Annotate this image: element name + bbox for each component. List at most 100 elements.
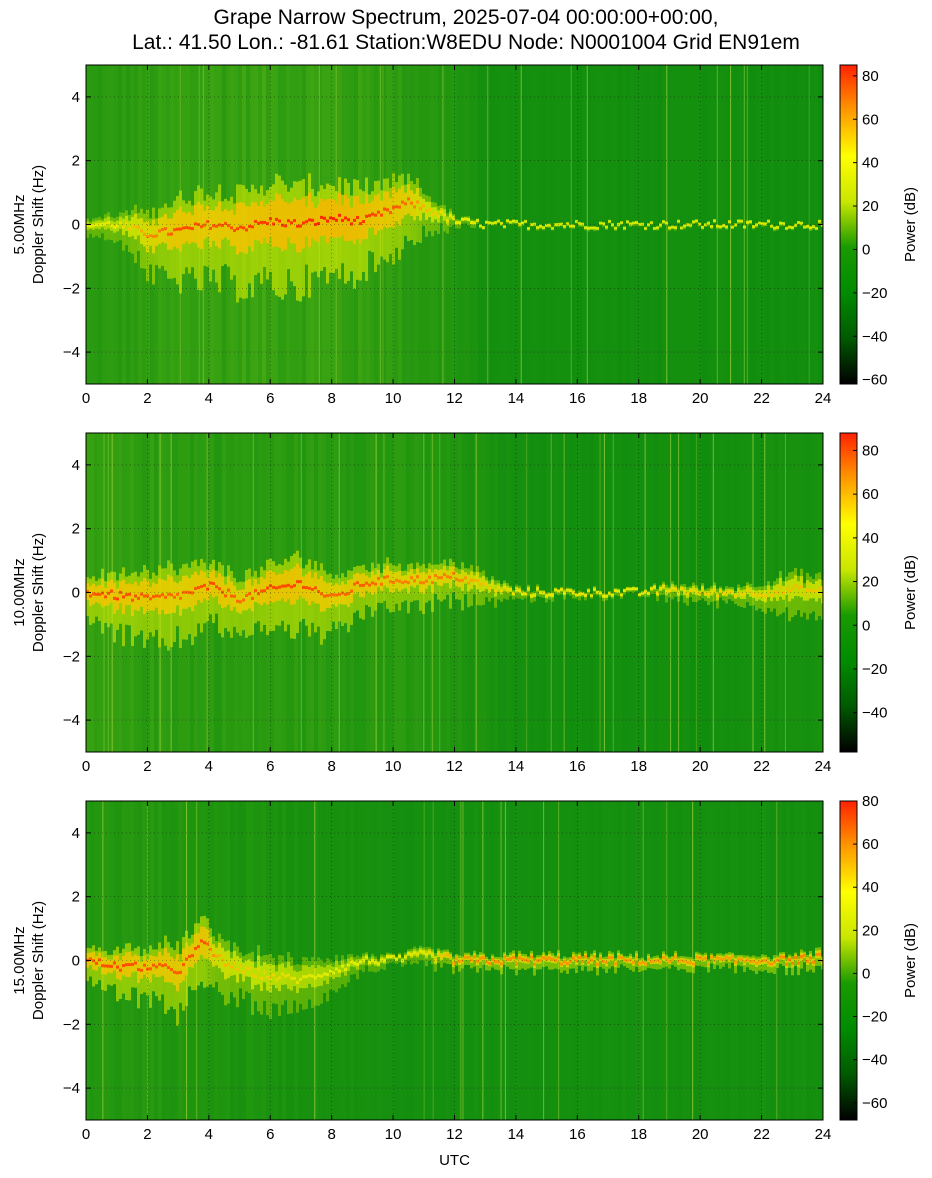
spectral-column xyxy=(734,433,738,752)
doppler-core xyxy=(230,594,233,598)
doppler-core xyxy=(602,594,605,598)
doppler-core xyxy=(758,960,761,964)
doppler-core xyxy=(518,589,521,593)
doppler-core xyxy=(545,957,548,961)
doppler-core xyxy=(683,959,686,963)
spectral-column xyxy=(406,801,410,1120)
doppler-core xyxy=(356,215,359,219)
doppler-core xyxy=(272,973,275,977)
x-tick-label: 0 xyxy=(82,758,90,775)
doppler-core xyxy=(209,947,212,951)
doppler-core xyxy=(473,221,476,225)
doppler-core xyxy=(686,592,689,596)
spectral-column xyxy=(694,65,698,384)
spectral-column xyxy=(694,801,698,1120)
doppler-core xyxy=(605,594,608,598)
interference-streak xyxy=(423,801,425,1120)
doppler-core xyxy=(167,966,170,970)
doppler-core xyxy=(320,974,323,978)
spectral-column xyxy=(466,433,470,752)
doppler-core xyxy=(704,956,707,960)
doppler-core xyxy=(278,585,281,589)
interference-streak xyxy=(475,433,477,752)
doppler-spread xyxy=(317,957,320,1006)
doppler-core xyxy=(476,579,479,583)
doppler-core xyxy=(134,961,137,965)
interference-streak xyxy=(603,433,605,752)
spectral-column xyxy=(494,65,498,384)
doppler-core xyxy=(704,223,707,227)
doppler-core xyxy=(611,223,614,227)
doppler-core xyxy=(278,219,281,223)
doppler-core xyxy=(749,220,752,224)
doppler-core xyxy=(578,592,581,596)
spectral-column xyxy=(678,65,682,384)
doppler-core xyxy=(350,222,353,226)
spectral-column xyxy=(454,65,458,384)
spectral-column xyxy=(814,65,818,384)
doppler-core xyxy=(422,204,425,208)
spectral-column xyxy=(682,65,686,384)
doppler-spread xyxy=(410,948,413,965)
doppler-core xyxy=(374,582,377,586)
doppler-core xyxy=(548,956,551,960)
doppler-core xyxy=(614,589,617,593)
doppler-core xyxy=(503,225,506,229)
x-tick-label: 24 xyxy=(815,1126,832,1143)
doppler-core xyxy=(299,580,302,584)
doppler-core xyxy=(248,966,251,970)
doppler-core xyxy=(251,596,254,600)
spectral-column xyxy=(802,65,806,384)
doppler-core xyxy=(512,956,515,960)
doppler-core xyxy=(209,226,212,230)
doppler-core xyxy=(653,585,656,589)
spectral-column xyxy=(614,65,618,384)
doppler-core xyxy=(536,226,539,230)
doppler-core xyxy=(326,219,329,223)
doppler-core xyxy=(230,226,233,230)
doppler-core xyxy=(428,207,431,211)
doppler-spread xyxy=(380,954,383,969)
doppler-core xyxy=(338,969,341,973)
doppler-core xyxy=(371,581,374,585)
doppler-core xyxy=(344,968,347,972)
doppler-core xyxy=(353,582,356,586)
spectral-column xyxy=(434,65,438,384)
doppler-core xyxy=(428,575,431,579)
spectral-column xyxy=(306,801,310,1120)
doppler-core xyxy=(395,205,398,209)
doppler-core xyxy=(233,961,236,965)
doppler-core xyxy=(227,962,230,966)
doppler-core xyxy=(677,960,680,964)
x-tick-label: 2 xyxy=(143,390,151,407)
doppler-core xyxy=(311,588,314,592)
doppler-core xyxy=(431,953,434,957)
doppler-core xyxy=(617,955,620,959)
x-tick-label: 6 xyxy=(266,758,274,775)
doppler-core xyxy=(317,974,320,978)
doppler-spread xyxy=(371,953,374,972)
doppler-spread xyxy=(323,962,326,994)
spectral-column xyxy=(322,801,326,1120)
spectral-column xyxy=(354,801,358,1120)
doppler-core xyxy=(467,218,470,222)
doppler-core xyxy=(779,585,782,589)
doppler-core xyxy=(539,224,542,228)
doppler-core xyxy=(416,200,419,204)
spectral-column xyxy=(714,65,718,384)
doppler-core xyxy=(620,221,623,225)
doppler-core xyxy=(485,220,488,224)
doppler-core xyxy=(335,967,338,971)
interference-streak xyxy=(550,433,552,752)
spectral-column xyxy=(470,433,474,752)
colorbar-tick-label: −20 xyxy=(862,1009,887,1026)
doppler-core xyxy=(344,592,347,596)
doppler-core xyxy=(482,581,485,585)
heatmap-p5 xyxy=(86,65,823,384)
colorbar-scale xyxy=(839,64,858,385)
doppler-core xyxy=(509,957,512,961)
doppler-core xyxy=(686,961,689,965)
frequency-label: 15.00MHz xyxy=(11,926,28,994)
